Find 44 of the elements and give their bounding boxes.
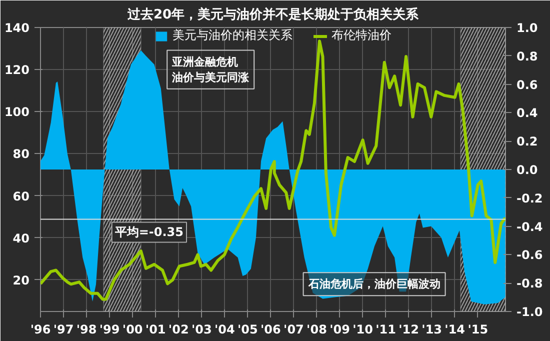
x-tick-label: '03 [191,322,212,336]
annotation: 石油危机后，油价巨幅波动 [307,278,440,291]
x-tick-label: '07 [284,322,304,336]
legend-label: 布伦特油价 [332,27,392,44]
x-tick-label: '10 [352,322,373,336]
y-tick-label: 120 [4,63,30,78]
annotation: 亚洲金融危机油价与美元同涨 [171,55,250,84]
x-tick-label: '09 [330,322,350,336]
y2-tick-label: -0.4 [516,220,543,234]
x-tick-label: '01 [145,322,166,336]
y2-tick-label: -0.8 [516,276,543,291]
x-tick-label: '04 [214,322,235,336]
y2-tick-label: -0.6 [516,248,543,262]
y-tick-label: 40 [12,231,30,246]
x-tick-label: '06 [260,322,281,336]
ref-line-label: 平均=-0.35 [114,225,184,240]
y2-tick-label: 0.6 [516,78,538,92]
x-tick-label: '12 [398,322,420,336]
y-tick-label: 20 [12,273,30,288]
x-tick-label: '02 [168,322,189,336]
y-tick-label: 60 [12,189,30,204]
y-tick-label: 80 [12,147,30,162]
y2-tick-label: -1.0 [516,305,543,319]
y2-tick-label: 0.4 [516,106,538,120]
legend-label: 美元与油价的相关关系 [172,27,292,44]
x-tick-label: '05 [237,322,258,336]
x-tick-label: '98 [76,322,97,336]
x-tick-label: '11 [376,322,396,336]
x-tick-label: '97 [53,322,74,336]
y2-tick-label: 0.0 [516,163,538,177]
y-tick-label: 140 [4,21,30,35]
y2-tick-label: -0.2 [516,191,543,206]
x-tick-label: '13 [422,322,442,336]
x-tick-label: '99 [99,322,120,336]
y2-tick-label: 1.0 [516,21,538,35]
x-tick-label: '00 [122,322,143,336]
y2-tick-label: 0.2 [516,134,538,149]
x-tick-label: '15 [468,322,488,336]
y-tick-label: 100 [4,105,30,120]
x-tick-label: '08 [306,322,327,336]
x-tick-label: '96 [30,322,51,336]
chart-title: 过去20年，美元与油价并不是长期处于负相关关系 [126,6,420,22]
y2-tick-label: 0.8 [516,49,538,64]
x-tick-label: '14 [444,322,466,336]
